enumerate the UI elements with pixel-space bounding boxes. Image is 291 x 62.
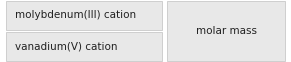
- Bar: [6, 1, 162, 30]
- Text: vanadium(V) cation: vanadium(V) cation: [15, 41, 117, 52]
- Bar: [167, 1, 285, 61]
- Bar: [6, 32, 162, 61]
- Text: molar mass: molar mass: [196, 26, 257, 36]
- Text: molybdenum(III) cation: molybdenum(III) cation: [15, 10, 136, 21]
